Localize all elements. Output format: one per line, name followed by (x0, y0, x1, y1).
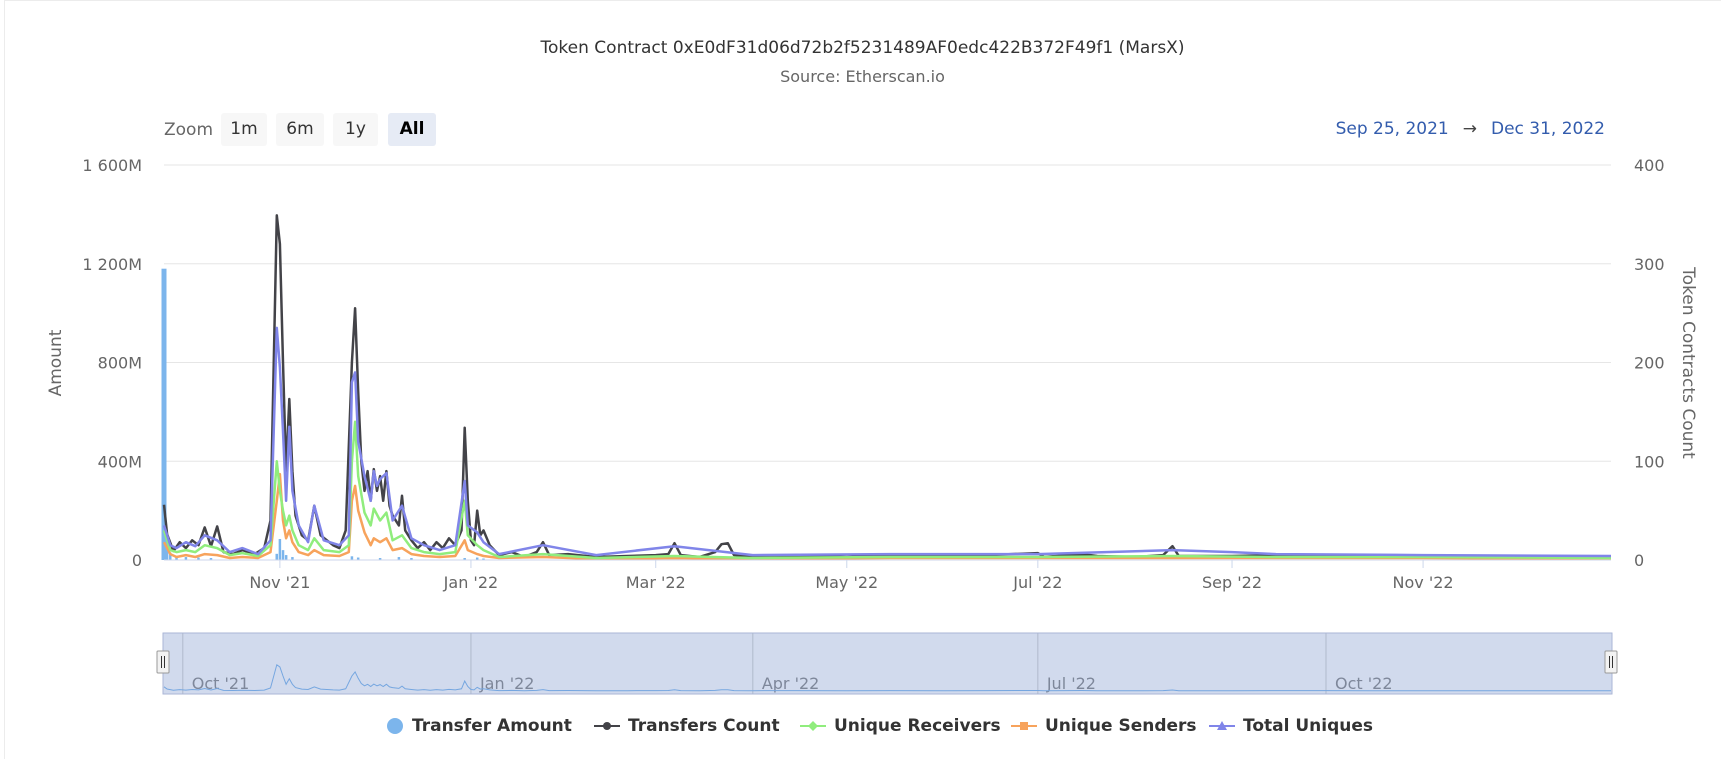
line-diamond-marker-icon (800, 721, 826, 731)
transfer-amount-bar (350, 556, 354, 560)
transfer-amount-bar (475, 557, 479, 560)
x-tick-label: Mar '22 (626, 573, 686, 592)
transfer-amount-bar (482, 558, 485, 560)
y-right-ticks: 0 100 200 300 400 (1634, 156, 1665, 570)
legend-transfers-count[interactable]: Transfers Count (594, 716, 780, 736)
transfer-amount-bar (184, 557, 188, 560)
x-tick-label: Nov '21 (249, 573, 310, 592)
transfer-amount-bar (161, 268, 167, 560)
line-square-marker-icon (1011, 722, 1037, 730)
navigator-series (163, 663, 1611, 692)
transfers-count-line (162, 214, 1611, 559)
range-to-input[interactable]: Dec 31, 2022 (1490, 119, 1605, 139)
y-right-tick-label: 400 (1634, 156, 1665, 175)
legend-total-uniques[interactable]: Total Uniques (1209, 716, 1373, 736)
zoom-label: Zoom (164, 120, 214, 140)
x-tick-label: Jul '22 (1012, 573, 1062, 592)
chart-plot: 0 400M 800M 1 200M 1 600M 0 100 200 300 400 Amou… (46, 156, 1698, 695)
y-right-tick-label: 100 (1634, 452, 1665, 471)
y-left-tick-label: 1 200M (82, 255, 142, 274)
unique-senders-line (162, 472, 1612, 561)
transfer-amount-bar (356, 557, 360, 560)
transfer-amount-bar (169, 552, 172, 560)
x-axis-ticks: Nov '21 Jan '22 Mar '22 May '22 Jul '22 Sep '… (249, 560, 1454, 592)
total-uniques-line (162, 326, 1612, 558)
transfer-amount-bar (209, 558, 213, 560)
navigator-tick-label: Jan '22 (479, 674, 535, 693)
x-tick-label: May '22 (815, 573, 878, 592)
navigator-background (162, 632, 1613, 695)
navigator-tick-label: Oct '21 (192, 674, 250, 693)
y-left-axis-title: Amount (46, 329, 66, 396)
legend-label: Total Uniques (1243, 716, 1374, 736)
y-left-tick-label: 800M (98, 354, 142, 373)
circle-marker-icon (387, 718, 403, 734)
navigator-right-handle[interactable] (1604, 650, 1618, 674)
zoom-1m-button[interactable]: 1m (221, 113, 267, 146)
chart-container (4, 0, 1721, 759)
navigator-tick-label: Apr '22 (762, 674, 820, 693)
legend-label: Unique Senders (1045, 716, 1197, 736)
transfer-amount-bar (281, 550, 285, 560)
chart-subtitle: Source: Etherscan.io (780, 67, 945, 86)
y-left-tick-label: 1 600M (82, 156, 142, 175)
chart-legend: Transfer Amount Transfers Count Unique R… (0, 716, 1725, 744)
chart-title: Token Contract 0xE0dF31d06d72b2f5231489A… (540, 38, 1185, 58)
y-right-tick-label: 0 (1634, 551, 1644, 570)
transfer-amount-bar (397, 557, 401, 560)
series-lines (162, 214, 1612, 561)
y-left-tick-label: 0 (132, 551, 142, 570)
navigator-mask[interactable] (162, 632, 1613, 695)
legend-label: Unique Receivers (834, 716, 1001, 736)
x-tick-label: Sep '22 (1202, 573, 1262, 592)
x-tick-label: Jan '22 (443, 573, 499, 592)
line-triangle-marker-icon (1209, 721, 1235, 730)
line-circle-marker-icon (594, 722, 620, 730)
navigator-left-handle[interactable] (156, 650, 170, 674)
zoom-all-button[interactable]: All (388, 113, 436, 146)
navigator-tick-label: Jul '22 (1046, 674, 1096, 693)
transfer-amount-bar (410, 558, 413, 560)
navigator: Oct '21 Jan '22 Apr '22 Jul '22 Oct '22 (156, 632, 1618, 695)
legend-label: Transfers Count (628, 716, 780, 736)
y-right-axis-title: Token Contracts Count (1678, 266, 1698, 459)
navigator-grid: Oct '21 Jan '22 Apr '22 Jul '22 Oct '22 (182, 633, 1393, 694)
y-left-ticks: 0 400M 800M 1 200M 1 600M (82, 156, 142, 570)
grid-lines (164, 164, 1611, 561)
range-arrow: → (1462, 119, 1477, 139)
y-right-tick-label: 200 (1634, 354, 1665, 373)
range-from-input[interactable]: Sep 25, 2021 (1335, 119, 1449, 139)
transfer-amount-bar (378, 558, 382, 560)
transfer-amount-bar (275, 553, 279, 560)
legend-unique-receivers[interactable]: Unique Receivers (800, 716, 1001, 736)
unique-receivers-line (162, 420, 1612, 560)
transfer-amount-bar (463, 558, 466, 560)
y-right-tick-label: 300 (1634, 255, 1665, 274)
transfer-amount-columns (161, 268, 485, 560)
transfer-amount-bar (197, 557, 200, 560)
x-tick-label: Nov '22 (1393, 573, 1454, 592)
zoom-1y-button[interactable]: 1y (333, 113, 378, 146)
legend-label: Transfer Amount (412, 716, 572, 736)
navigator-tick-label: Oct '22 (1335, 674, 1393, 693)
zoom-6m-button[interactable]: 6m (276, 113, 324, 146)
transfer-amount-bar (291, 557, 294, 560)
date-range-display: Sep 25, 2021 → Dec 31, 2022 (1336, 119, 1605, 139)
transfer-amount-bar (278, 539, 282, 560)
legend-transfer-amount[interactable]: Transfer Amount (386, 716, 572, 736)
transfer-amount-bar (284, 555, 288, 560)
legend-unique-senders[interactable]: Unique Senders (1011, 716, 1197, 736)
y-left-tick-label: 400M (98, 452, 142, 471)
